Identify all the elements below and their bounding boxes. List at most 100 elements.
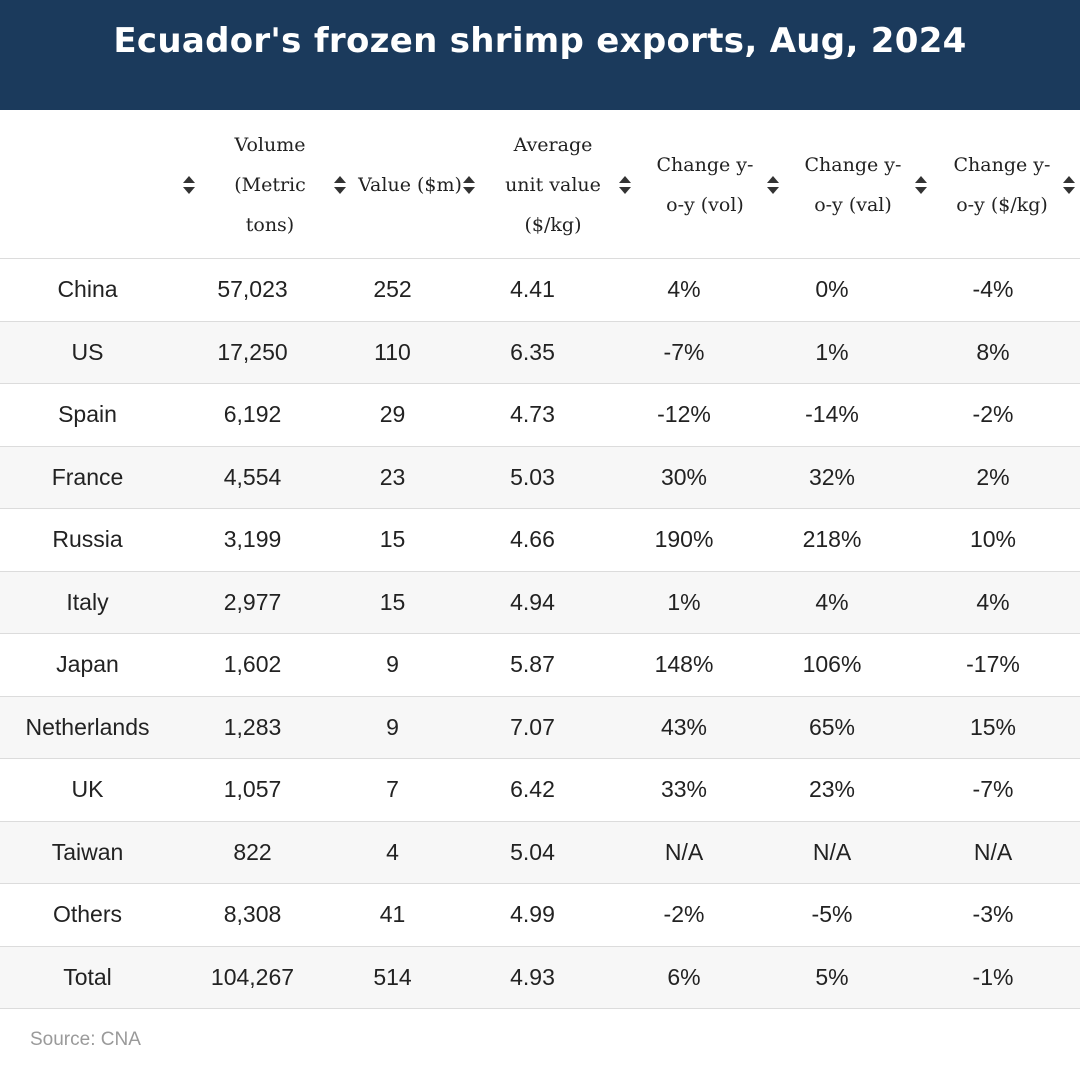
- column-header-change-vol[interactable]: Change y-o-y (vol): [610, 111, 779, 259]
- cell-volume: 2,977: [223, 588, 282, 615]
- sort-updown-icon[interactable]: [766, 175, 780, 195]
- cell-value: 514: [373, 963, 412, 990]
- table-row: Taiwan 822 4 5.04 N/A N/A N/A: [0, 821, 1080, 884]
- cell-volume: 4,554: [223, 463, 282, 490]
- table-row: Netherlands 1,283 9 7.07 43% 65% 15%: [0, 696, 1080, 759]
- table-body: China 57,023 252 4.41 4% 0% -4% US 17,250 110 6.35…: [0, 258, 1080, 1009]
- cell-value: 9: [386, 651, 399, 678]
- cell-chg-val: 65%: [808, 713, 856, 740]
- cell-country: Taiwan: [51, 838, 124, 865]
- table-row: Others 8,308 41 4.99 -2% -5% -3%: [0, 883, 1080, 947]
- cell-volume: 1,283: [223, 713, 282, 740]
- cell-country: US: [71, 338, 104, 365]
- cell-chg-val: 218%: [802, 526, 862, 553]
- cell-value: 252: [373, 276, 412, 303]
- cell-avg-unit-value: 7.07: [510, 713, 555, 740]
- cell-country: China: [57, 276, 118, 303]
- sort-updown-icon[interactable]: [182, 175, 196, 195]
- header-row: Volume (Metric tons) Value ($m) Average …: [0, 111, 1080, 259]
- column-header-change-unit[interactable]: Change y-o-y ($/kg): [906, 111, 1080, 259]
- cell-value: 110: [374, 338, 411, 365]
- cell-volume: 1,602: [223, 651, 282, 678]
- cell-value: 15: [379, 588, 406, 615]
- cell-value: 41: [379, 901, 406, 928]
- table-row: Russia 3,199 15 4.66 190% 218% 10%: [0, 508, 1080, 572]
- cell-chg-val: 1%: [815, 338, 849, 365]
- cell-chg-vol: 6%: [667, 963, 701, 990]
- cell-country: Others: [52, 901, 123, 928]
- cell-value: 29: [379, 401, 406, 428]
- table-row: Japan 1,602 9 5.87 148% 106% -17%: [0, 633, 1080, 697]
- cell-avg-unit-value: 4.41: [510, 276, 555, 303]
- cell-country: France: [51, 463, 124, 490]
- cell-chg-vol: 4%: [667, 276, 701, 303]
- sort-updown-icon[interactable]: [914, 175, 928, 195]
- cell-chg-vol: 1%: [667, 588, 701, 615]
- table-row: Italy 2,977 15 4.94 1% 4% 4%: [0, 571, 1080, 634]
- cell-chg-unit: 2%: [976, 463, 1010, 490]
- column-header-volume[interactable]: Volume (Metric tons): [175, 111, 346, 259]
- cell-chg-vol: 30%: [660, 463, 708, 490]
- cell-chg-unit: -1%: [972, 963, 1014, 990]
- cell-volume: 3,199: [223, 526, 282, 553]
- cell-chg-val: 106%: [802, 651, 862, 678]
- cell-country: Spain: [58, 401, 117, 428]
- page-title: Ecuador's frozen shrimp exports, Aug, 20…: [113, 21, 967, 61]
- cell-country: Total: [63, 963, 112, 990]
- cell-chg-val: 23%: [808, 776, 856, 803]
- cell-chg-val: 32%: [808, 463, 856, 490]
- cell-value: 23: [379, 463, 406, 490]
- cell-avg-unit-value: 5.87: [510, 651, 555, 678]
- column-header-country[interactable]: [0, 111, 195, 259]
- cell-chg-unit: -17%: [966, 651, 1020, 678]
- cell-avg-unit-value: 5.03: [510, 463, 555, 490]
- cell-chg-unit: 8%: [976, 338, 1010, 365]
- exports-table: Volume (Metric tons) Value ($m) Average …: [0, 111, 1080, 1009]
- cell-value: 15: [379, 526, 406, 553]
- cell-volume: 822: [233, 838, 272, 865]
- cell-chg-vol: -7%: [663, 338, 705, 365]
- column-header-label: Average unit value ($/kg): [505, 133, 601, 236]
- cell-value: 4: [386, 838, 399, 865]
- sort-updown-icon[interactable]: [618, 175, 632, 195]
- cell-avg-unit-value: 5.04: [510, 838, 555, 865]
- title-bar: Ecuador's frozen shrimp exports, Aug, 20…: [0, 0, 1080, 110]
- cell-volume: 1,057: [223, 776, 282, 803]
- column-header-label: Change y-o-y (val): [804, 153, 902, 216]
- cell-chg-val: N/A: [812, 838, 852, 865]
- cell-chg-val: 0%: [815, 276, 849, 303]
- column-header-label: Change y-o-y ($/kg): [953, 153, 1051, 216]
- cell-chg-unit: -7%: [972, 776, 1014, 803]
- cell-country: UK: [71, 776, 104, 803]
- cell-volume: 6,192: [223, 401, 282, 428]
- sort-updown-icon[interactable]: [333, 175, 347, 195]
- sort-updown-icon[interactable]: [462, 175, 476, 195]
- table-row: China 57,023 252 4.41 4% 0% -4%: [0, 258, 1080, 322]
- cell-avg-unit-value: 4.94: [510, 588, 555, 615]
- cell-chg-val: -14%: [805, 401, 859, 428]
- cell-volume: 57,023: [217, 276, 288, 303]
- cell-chg-vol: 190%: [654, 526, 714, 553]
- column-header-change-val[interactable]: Change y-o-y (val): [758, 111, 927, 259]
- cell-chg-vol: 148%: [654, 651, 714, 678]
- source-note: Source: CNA: [30, 1029, 141, 1050]
- cell-avg-unit-value: 4.66: [510, 526, 555, 553]
- sort-updown-icon[interactable]: [1062, 175, 1076, 195]
- cell-chg-unit: 10%: [969, 526, 1017, 553]
- table-row: UK 1,057 7 6.42 33% 23% -7%: [0, 758, 1080, 822]
- cell-chg-unit: N/A: [973, 838, 1013, 865]
- cell-avg-unit-value: 4.99: [510, 901, 555, 928]
- cell-chg-vol: -2%: [663, 901, 705, 928]
- column-header-avg-unit-value[interactable]: Average unit value ($/kg): [455, 111, 631, 259]
- column-header-label: Value ($m): [358, 173, 462, 196]
- cell-chg-vol: -12%: [657, 401, 711, 428]
- cell-value: 9: [386, 713, 399, 740]
- cell-country: Italy: [66, 588, 109, 615]
- cell-country: Russia: [52, 526, 123, 553]
- cell-chg-unit: 4%: [976, 588, 1010, 615]
- cell-chg-vol: 33%: [660, 776, 708, 803]
- cell-volume: 8,308: [223, 901, 282, 928]
- table-row: France 4,554 23 5.03 30% 32% 2%: [0, 446, 1080, 509]
- column-header-value[interactable]: Value ($m): [330, 111, 475, 259]
- cell-chg-val: 4%: [815, 588, 849, 615]
